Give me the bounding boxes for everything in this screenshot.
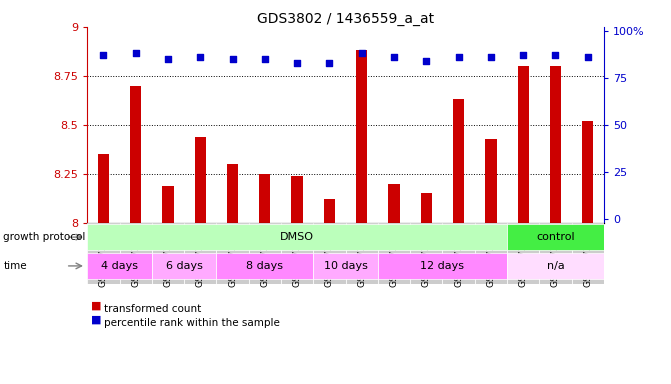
Text: n/a: n/a xyxy=(547,261,564,271)
Bar xyxy=(453,99,464,223)
Point xyxy=(227,56,238,62)
Point xyxy=(195,54,205,60)
Bar xyxy=(507,224,604,250)
Point xyxy=(582,54,593,60)
Text: GSM447356: GSM447356 xyxy=(131,232,140,287)
Bar xyxy=(572,223,604,284)
Bar xyxy=(539,223,572,284)
Bar xyxy=(421,193,432,223)
Bar xyxy=(356,50,367,223)
Bar xyxy=(378,253,507,279)
Text: 10 days: 10 days xyxy=(323,261,368,271)
Point xyxy=(130,50,141,56)
Point xyxy=(421,58,431,64)
Bar xyxy=(475,223,507,284)
Bar xyxy=(195,137,206,223)
Bar xyxy=(119,223,152,284)
Point xyxy=(453,54,464,60)
Text: ■: ■ xyxy=(91,301,101,311)
Text: GSM447363: GSM447363 xyxy=(357,232,366,287)
Bar xyxy=(442,223,475,284)
Text: 8 days: 8 days xyxy=(246,261,283,271)
Point xyxy=(356,50,367,56)
Bar xyxy=(582,121,593,223)
Text: GSM447366: GSM447366 xyxy=(454,232,463,287)
Text: DMSO: DMSO xyxy=(280,232,314,242)
Text: 6 days: 6 days xyxy=(166,261,203,271)
Text: time: time xyxy=(3,261,27,271)
Bar xyxy=(410,223,442,284)
Text: GSM447359: GSM447359 xyxy=(228,232,237,287)
Text: transformed count: transformed count xyxy=(104,304,201,314)
Text: GSM447355: GSM447355 xyxy=(99,232,108,287)
Point xyxy=(486,54,497,60)
Text: GSM447361: GSM447361 xyxy=(293,232,302,287)
Bar xyxy=(291,176,303,223)
Text: GSM447360: GSM447360 xyxy=(260,232,269,287)
Text: growth protocol: growth protocol xyxy=(3,232,86,242)
Bar xyxy=(87,224,507,250)
Text: GSM447358: GSM447358 xyxy=(196,232,205,287)
Text: GSM447354: GSM447354 xyxy=(583,232,592,286)
Bar xyxy=(87,253,152,279)
Bar xyxy=(98,154,109,223)
Bar xyxy=(313,253,378,279)
Text: ■: ■ xyxy=(91,314,101,324)
Bar xyxy=(507,223,539,284)
Text: GSM447357: GSM447357 xyxy=(164,232,172,287)
Bar xyxy=(227,164,238,223)
Bar xyxy=(346,223,378,284)
Text: GSM447353: GSM447353 xyxy=(551,232,560,287)
Bar xyxy=(259,174,270,223)
Point xyxy=(389,54,399,60)
Point xyxy=(292,60,303,66)
Text: GSM447362: GSM447362 xyxy=(325,232,334,286)
Bar xyxy=(324,199,335,223)
Bar xyxy=(152,223,184,284)
Bar xyxy=(184,223,216,284)
Text: GSM447365: GSM447365 xyxy=(422,232,431,287)
Text: 12 days: 12 days xyxy=(421,261,464,271)
Bar xyxy=(517,66,529,223)
Bar xyxy=(216,223,249,284)
Bar xyxy=(378,223,410,284)
Point xyxy=(324,60,335,66)
Point xyxy=(518,52,529,58)
Text: 4 days: 4 days xyxy=(101,261,138,271)
Text: GSM447352: GSM447352 xyxy=(519,232,527,286)
Bar xyxy=(216,253,313,279)
Point xyxy=(98,52,109,58)
Point xyxy=(550,52,561,58)
Bar xyxy=(485,139,497,223)
Title: GDS3802 / 1436559_a_at: GDS3802 / 1436559_a_at xyxy=(257,12,434,26)
Text: control: control xyxy=(536,232,575,242)
Bar xyxy=(162,185,174,223)
Bar xyxy=(249,223,281,284)
Bar xyxy=(87,223,119,284)
Bar xyxy=(281,223,313,284)
Point xyxy=(162,56,173,62)
Bar xyxy=(550,66,561,223)
Bar xyxy=(152,253,216,279)
Text: GSM447367: GSM447367 xyxy=(486,232,495,287)
Bar xyxy=(507,253,604,279)
Bar xyxy=(130,86,142,223)
Text: GSM447364: GSM447364 xyxy=(389,232,399,286)
Point xyxy=(260,56,270,62)
Text: percentile rank within the sample: percentile rank within the sample xyxy=(104,318,280,328)
Bar xyxy=(313,223,346,284)
Bar xyxy=(389,184,400,223)
